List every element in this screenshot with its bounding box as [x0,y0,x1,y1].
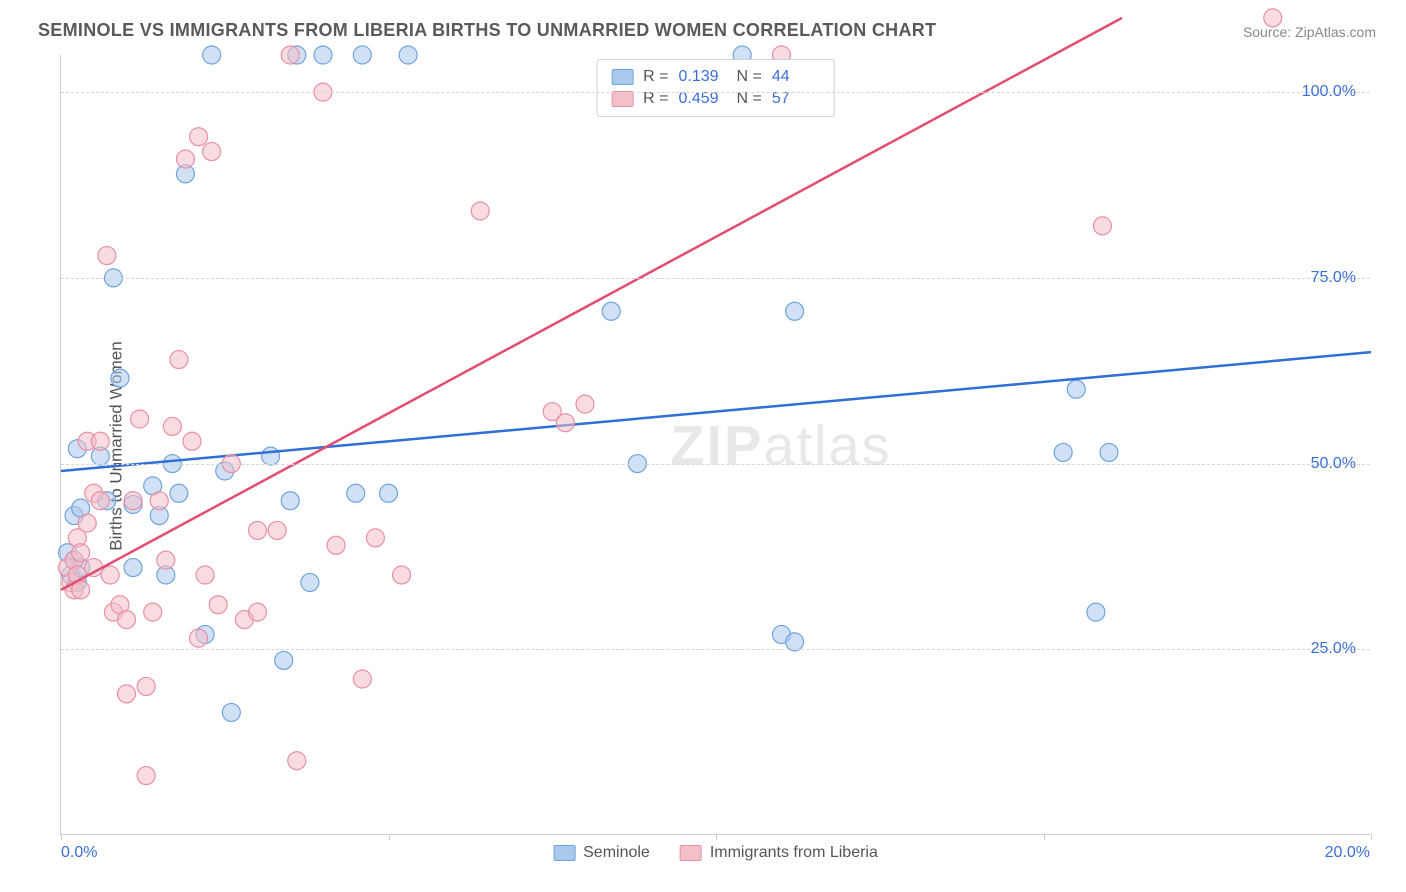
chart-svg [61,55,1370,834]
data-point [353,46,371,64]
y-tick-label: 25.0% [1311,640,1356,658]
stats-legend-box: R =0.139N =44R =0.459N =57 [596,59,835,117]
x-tick [1044,834,1045,840]
data-point [1087,603,1105,621]
data-point [380,484,398,502]
data-point [209,596,227,614]
data-point [366,529,384,547]
data-point [786,302,804,320]
data-point [393,566,411,584]
data-point [471,202,489,220]
data-point [249,521,267,539]
legend-swatch [680,845,702,861]
legend-label: Seminole [583,844,650,862]
legend-swatch [611,69,633,85]
data-point [556,414,574,432]
data-point [101,566,119,584]
gridline [61,278,1370,279]
data-point [1093,217,1111,235]
data-point [203,143,221,161]
data-point [275,651,293,669]
gridline [61,92,1370,93]
stats-row: R = 0.139 N = 44 [611,66,820,88]
data-point [268,521,286,539]
data-point [281,46,299,64]
data-point [176,150,194,168]
data-point [327,536,345,554]
data-point [249,603,267,621]
data-point [131,410,149,428]
legend-item: Immigrants from Liberia [680,844,878,862]
data-point [196,566,214,584]
data-point [91,492,109,510]
data-point [399,46,417,64]
y-tick-label: 100.0% [1302,83,1356,101]
data-point [576,395,594,413]
data-point [163,417,181,435]
data-point [150,492,168,510]
gridline [61,649,1370,650]
legend-label: Immigrants from Liberia [710,844,878,862]
data-point [118,685,136,703]
data-point [353,670,371,688]
bottom-legend: Seminole Immigrants from Liberia [553,844,878,862]
stat-n-label: N = [737,68,762,86]
data-point [111,369,129,387]
data-point [124,492,142,510]
gridline [61,464,1370,465]
data-point [170,484,188,502]
data-point [288,752,306,770]
legend-swatch [611,91,633,107]
data-point [157,551,175,569]
data-point [203,46,221,64]
y-tick-label: 50.0% [1311,455,1356,473]
data-point [91,432,109,450]
data-point [170,351,188,369]
x-tick [389,834,390,840]
data-point [137,767,155,785]
data-point [118,611,136,629]
x-tick-label: 20.0% [1325,844,1370,862]
stat-r-value: 0.139 [679,68,727,86]
data-point [314,46,332,64]
data-point [1100,443,1118,461]
plot-area: ZIPatlas R =0.139N =44R =0.459N =57 Semi… [60,55,1370,835]
data-point [144,603,162,621]
chart-title: SEMINOLE VS IMMIGRANTS FROM LIBERIA BIRT… [38,20,936,41]
data-point [1067,380,1085,398]
stat-n-value: 44 [772,68,820,86]
stat-r-label: R = [643,68,668,86]
legend-swatch [553,845,575,861]
data-point [301,573,319,591]
data-point [137,677,155,695]
data-point [190,629,208,647]
y-tick-label: 75.0% [1311,269,1356,287]
data-point [78,514,96,532]
x-tick [1371,834,1372,840]
data-point [72,544,90,562]
data-point [190,128,208,146]
data-point [1264,9,1282,27]
trend-line [61,18,1122,590]
x-tick [61,834,62,840]
x-tick [716,834,717,840]
data-point [786,633,804,651]
data-point [602,302,620,320]
data-point [262,447,280,465]
data-point [222,703,240,721]
data-point [347,484,365,502]
source-attribution: Source: ZipAtlas.com [1243,24,1376,40]
x-tick-label: 0.0% [61,844,97,862]
data-point [98,247,116,265]
data-point [183,432,201,450]
trend-line [61,352,1371,471]
legend-item: Seminole [553,844,650,862]
data-point [1054,443,1072,461]
data-point [281,492,299,510]
data-point [124,559,142,577]
